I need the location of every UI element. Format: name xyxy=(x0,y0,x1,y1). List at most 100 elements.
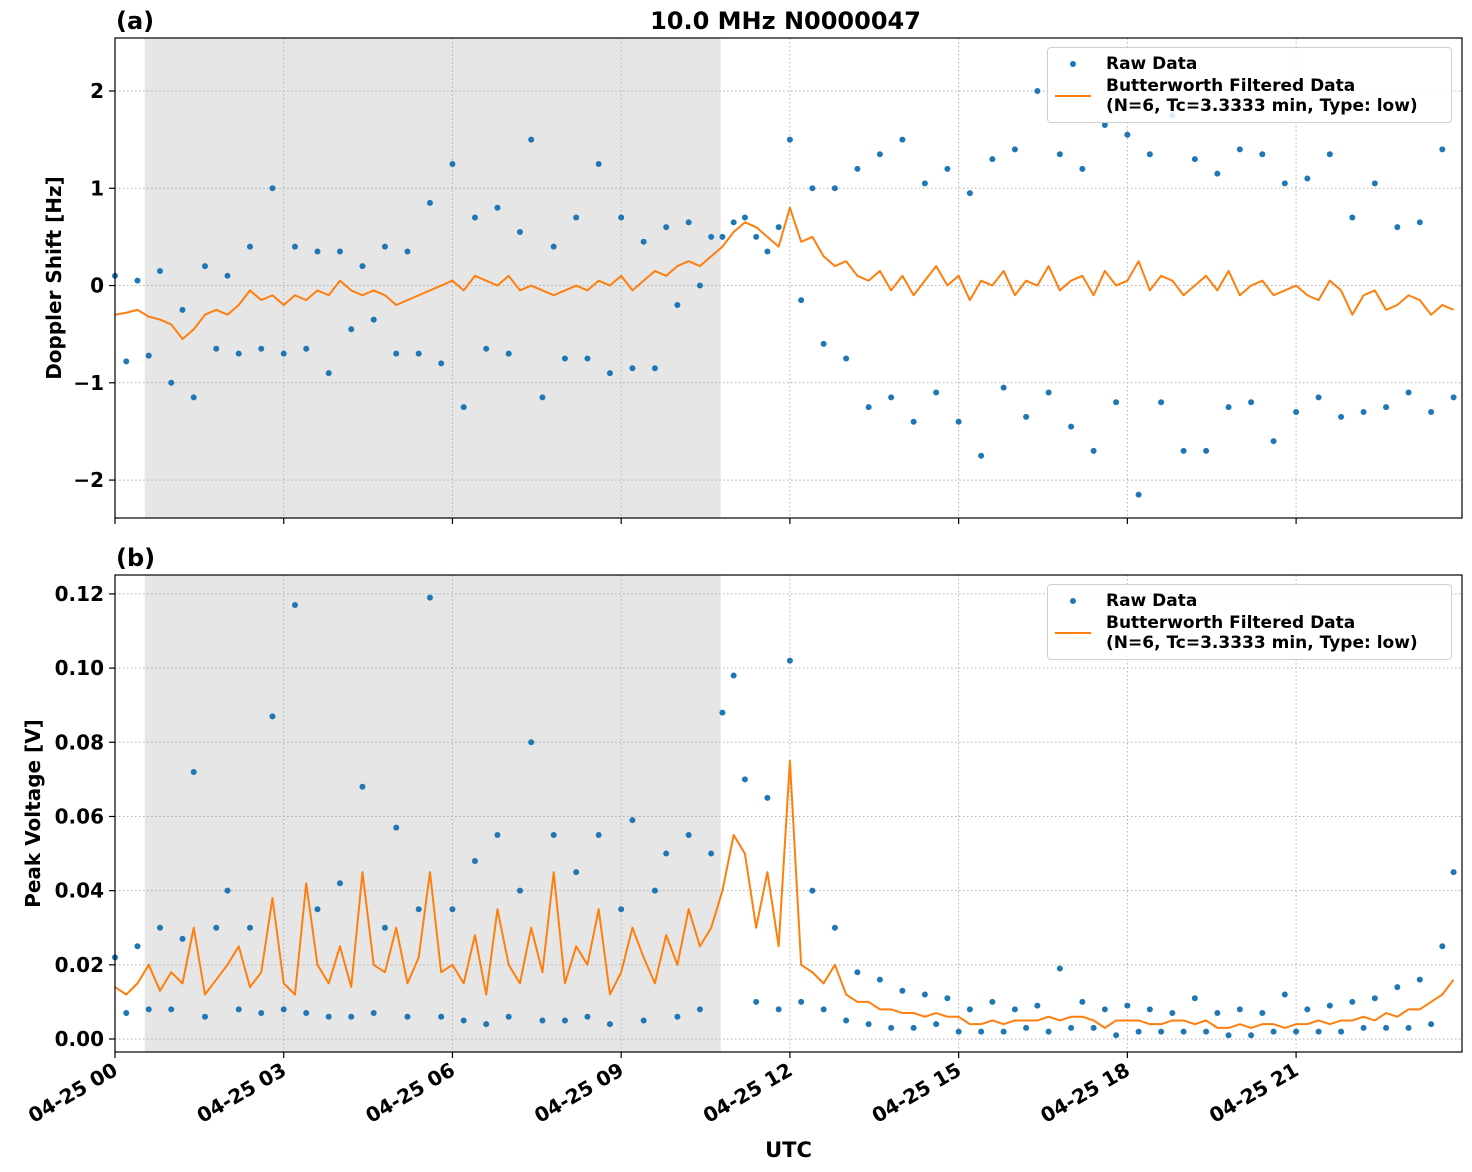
y-tick-label: −2 xyxy=(73,468,104,492)
panel-label: (b) xyxy=(116,544,155,572)
data-point xyxy=(1326,1002,1333,1009)
x-tick-label: 04-25 18 xyxy=(1036,1058,1134,1128)
data-point xyxy=(674,1013,681,1020)
legend-icon xyxy=(1055,95,1091,97)
data-point xyxy=(933,389,940,396)
data-point xyxy=(708,850,715,857)
data-point xyxy=(156,924,163,931)
data-point xyxy=(854,969,861,976)
data-point xyxy=(978,452,985,459)
y-axis-label: Peak Voltage [V] xyxy=(21,719,45,908)
data-point xyxy=(1180,447,1187,454)
data-point xyxy=(1090,447,1097,454)
data-point xyxy=(1146,151,1153,158)
data-point xyxy=(933,1021,940,1028)
data-point xyxy=(1394,224,1401,231)
axes-frame xyxy=(114,574,1463,1053)
data-point xyxy=(201,1013,208,1020)
data-point xyxy=(809,887,816,894)
data-point xyxy=(831,924,838,931)
data-point xyxy=(1011,146,1018,153)
x-tick-label: 04-25 12 xyxy=(699,1058,797,1128)
data-point xyxy=(123,358,130,365)
y-tick-label: 0.06 xyxy=(55,804,104,828)
data-point xyxy=(1034,88,1041,95)
data-point xyxy=(651,365,658,372)
data-point xyxy=(629,365,636,372)
data-point xyxy=(1281,180,1288,187)
data-point xyxy=(1270,1028,1277,1035)
data-point xyxy=(1214,170,1221,177)
legend-marker xyxy=(1070,598,1076,604)
data-point xyxy=(1225,404,1232,411)
filtered-line xyxy=(114,206,1454,341)
shaded-span xyxy=(144,575,721,1052)
data-point xyxy=(1124,1002,1131,1009)
data-point xyxy=(505,1013,512,1020)
data-point xyxy=(618,214,625,221)
data-point xyxy=(336,880,343,887)
data-point xyxy=(640,1017,647,1024)
data-point xyxy=(246,924,253,931)
data-point xyxy=(348,326,355,333)
data-point xyxy=(1023,1024,1030,1031)
data-point xyxy=(1248,1032,1255,1039)
data-point xyxy=(1428,1021,1435,1028)
data-point xyxy=(381,243,388,250)
data-point xyxy=(876,151,883,158)
data-point xyxy=(1135,1028,1142,1035)
data-point xyxy=(730,672,737,679)
shaded-span xyxy=(144,38,721,518)
data-point xyxy=(359,263,366,270)
data-point xyxy=(539,394,546,401)
data-point xyxy=(246,243,253,250)
data-point xyxy=(449,160,456,167)
data-point xyxy=(764,794,771,801)
data-point xyxy=(1383,1024,1390,1031)
data-point xyxy=(190,394,197,401)
data-point xyxy=(393,350,400,357)
data-point xyxy=(1304,175,1311,182)
data-point xyxy=(494,832,501,839)
data-point xyxy=(1045,1028,1052,1035)
data-point xyxy=(606,370,613,377)
data-point xyxy=(910,418,917,425)
y-tick-label: 1 xyxy=(90,176,104,200)
data-point xyxy=(663,224,670,231)
data-point xyxy=(888,394,895,401)
data-point xyxy=(910,1024,917,1031)
data-point xyxy=(134,943,141,950)
data-point xyxy=(303,345,310,352)
data-point xyxy=(741,776,748,783)
data-point xyxy=(1439,943,1446,950)
data-point xyxy=(584,355,591,362)
data-point xyxy=(291,243,298,250)
data-point xyxy=(1113,1032,1120,1039)
data-point xyxy=(786,657,793,664)
data-point xyxy=(528,136,535,143)
data-point xyxy=(325,370,332,377)
data-point xyxy=(888,1024,895,1031)
data-point xyxy=(1191,156,1198,163)
data-point xyxy=(145,1006,152,1013)
data-point xyxy=(1203,447,1210,454)
legend-label: Butterworth Filtered Data (N=6, Tc=3.333… xyxy=(1106,76,1418,116)
data-point xyxy=(1236,1006,1243,1013)
data-point xyxy=(460,1017,467,1024)
data-point xyxy=(1259,1010,1266,1017)
data-point xyxy=(471,214,478,221)
data-point xyxy=(336,248,343,255)
data-point xyxy=(303,1010,310,1017)
data-point xyxy=(1360,1024,1367,1031)
data-point xyxy=(1000,384,1007,391)
panel-label: (a) xyxy=(116,7,154,35)
y-tick-label: 0.10 xyxy=(55,656,104,680)
legend: Raw Data Butterworth Filtered Data (N=6, … xyxy=(1047,47,1452,123)
data-point xyxy=(528,739,535,746)
data-point xyxy=(708,233,715,240)
data-point xyxy=(393,824,400,831)
data-point xyxy=(415,906,422,913)
data-point xyxy=(325,1013,332,1020)
